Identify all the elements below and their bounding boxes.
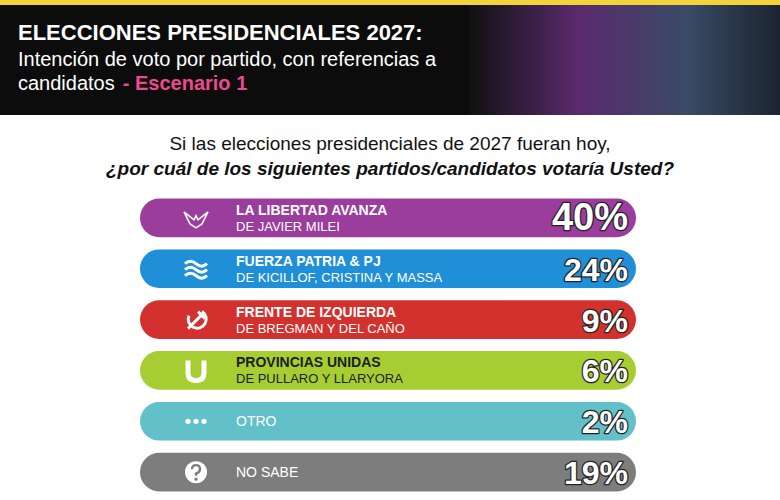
bars: LA LIBERTAD AVANZADE JAVIER MILEI 40% FUER… (140, 196, 636, 492)
icon (188, 360, 204, 380)
question-line: ¿por cuál de los siguientes partidos/can… (106, 158, 674, 179)
icon (185, 419, 206, 424)
category-detail: DE JAVIER MILEI (236, 219, 340, 234)
question-line: Si las elecciones presidenciales de 2027… (169, 133, 610, 154)
subtitle-tag: - Escenario 1 (123, 72, 248, 94)
data-label: 2% (582, 404, 628, 440)
category-label: NO SABE (236, 464, 298, 480)
bar (140, 351, 636, 390)
data-label: 24% (564, 252, 628, 288)
category-label: FRENTE DE IZQUIERDA (236, 304, 396, 320)
category-label: FUERZA PATRIA & PJ (236, 253, 381, 269)
data-label: 6% (582, 353, 628, 389)
header-band (0, 5, 780, 115)
category-label: OTRO (236, 413, 277, 429)
bar-row: FUERZA PATRIA & PJDE KICILLOF, CRISTINA … (140, 249, 636, 288)
bar-row: LA LIBERTAD AVANZADE JAVIER MILEI 40% (140, 196, 636, 238)
category-detail: DE KICILLOF, CRISTINA Y MASSA (236, 270, 442, 285)
header-accent (0, 0, 780, 5)
icon (185, 461, 207, 483)
category-detail: DE PULLARO Y LLARYORA (236, 371, 403, 386)
data-label: 9% (582, 303, 628, 339)
title: ELECCIONES PRESIDENCIALES 2027: (18, 20, 423, 45)
icon (188, 312, 206, 329)
bar-row: PROVINCIAS UNIDASDE PULLARO Y LLARYORA 6% (140, 351, 636, 390)
data-label: 19% (564, 455, 628, 491)
bar (140, 300, 636, 339)
bar (140, 249, 636, 288)
icon (184, 212, 208, 228)
data-label: 40% (552, 196, 628, 238)
bar-row: NO SABE 19% (140, 453, 636, 492)
bar-row: OTRO 2% (140, 402, 636, 441)
bar-row: FRENTE DE IZQUIERDADE BREGMAN Y DEL CAÑO… (140, 300, 636, 339)
category-label: PROVINCIAS UNIDAS (236, 354, 381, 370)
category-detail: DE BREGMAN Y DEL CAÑO (236, 321, 405, 336)
chart: ELECCIONES PRESIDENCIALES 2027: Intención… (0, 0, 780, 500)
header-image (470, 5, 780, 115)
icon (185, 261, 207, 278)
subtitle: Intención de voto por partido, con refer… (18, 48, 437, 94)
category-label: LA LIBERTAD AVANZA (236, 202, 387, 218)
bar (140, 453, 636, 492)
bar (140, 402, 636, 441)
